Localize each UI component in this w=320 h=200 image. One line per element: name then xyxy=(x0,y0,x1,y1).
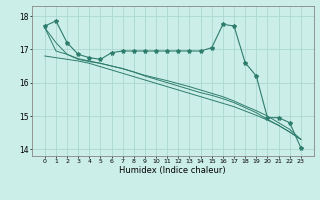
X-axis label: Humidex (Indice chaleur): Humidex (Indice chaleur) xyxy=(119,166,226,175)
